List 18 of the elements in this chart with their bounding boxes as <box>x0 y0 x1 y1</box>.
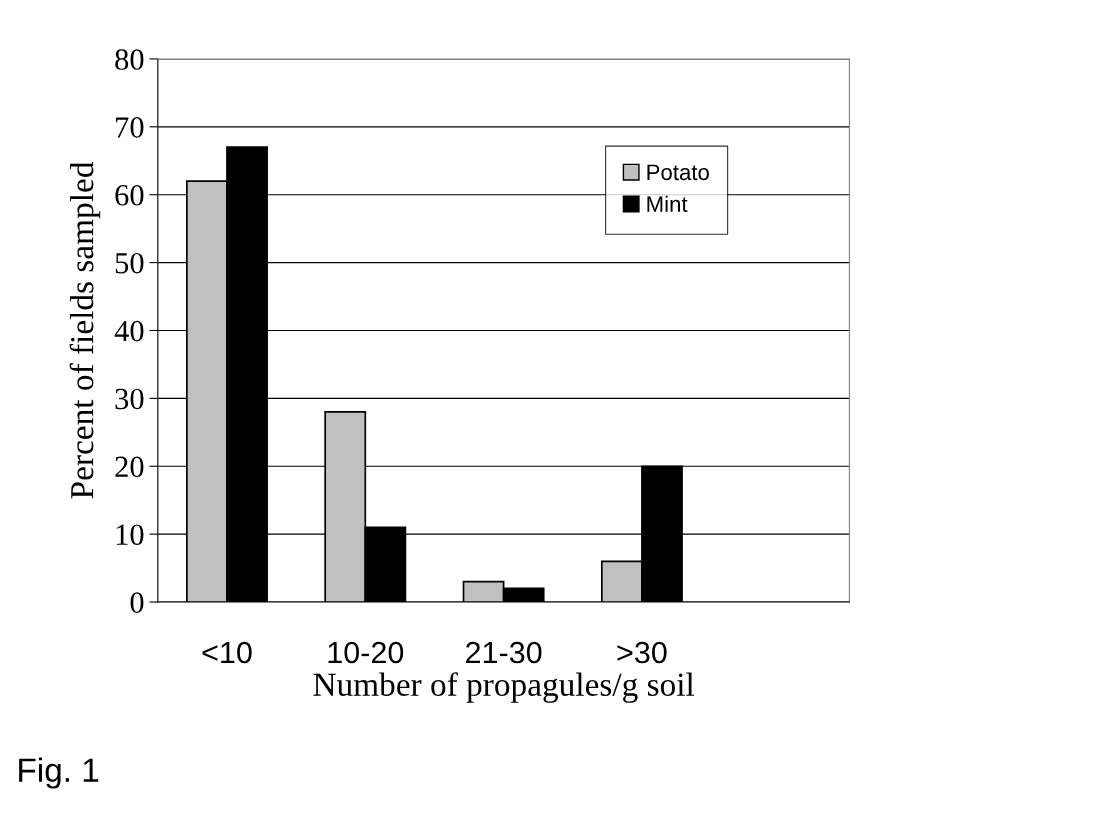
legend-label: Mint <box>647 195 688 212</box>
y-tick-label: 20 <box>115 456 144 478</box>
y-tick-label: 50 <box>115 252 144 274</box>
y-tick-label: 30 <box>115 388 144 410</box>
x-tick-label: >30 <box>617 641 667 664</box>
y-tick-label: 0 <box>130 592 144 613</box>
y-tick-label: 80 <box>115 49 144 70</box>
x-axis-title: Number of propagules/g soil <box>313 672 695 703</box>
y-tick-label: 60 <box>115 185 144 206</box>
y-tick-label: 10 <box>116 524 144 546</box>
y-axis-title: Percent of fields sampled <box>69 161 101 499</box>
x-tick-label: 10-20 <box>328 641 404 664</box>
y-tick-label: 40 <box>114 320 144 342</box>
x-tick-label: 21-30 <box>466 641 542 664</box>
x-tick-label: <10 <box>202 641 252 664</box>
y-tick-label: 70 <box>116 117 144 138</box>
caption: Fig. 1 <box>19 757 99 789</box>
legend-label: Potato <box>647 164 709 181</box>
